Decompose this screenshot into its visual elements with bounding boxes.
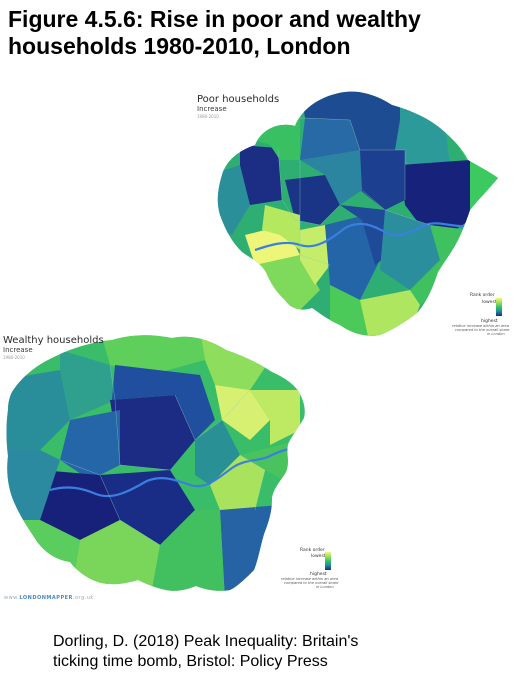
wealthy-river-thames xyxy=(49,444,305,498)
poor-borough-northeast xyxy=(395,100,450,165)
poor-legend-note-1: relative increase within an area xyxy=(452,324,509,328)
poor-borough-far-south xyxy=(360,290,420,336)
wealthy-households-map: Wealthy households Increase 1980-2010 Ra… xyxy=(3,335,339,601)
poor-legend-rank-label: Rank order xyxy=(470,292,495,298)
poor-borough-north xyxy=(300,91,400,150)
figure-title-line-1: Figure 4.5.6: Rise in poor and wealthy xyxy=(8,6,421,32)
wealthy-legend-highest-label: highest xyxy=(310,571,327,577)
wealthy-borough-northeast-yellow xyxy=(215,385,270,440)
poor-borough-east-dark xyxy=(400,160,470,230)
brand-name: LONDONMAPPER xyxy=(19,595,72,601)
wealthy-borough-southwest-teal xyxy=(6,450,60,520)
wealthy-borough-west-teal xyxy=(6,370,70,450)
wealthy-legend-lowest-label: lowest xyxy=(311,553,326,559)
figure-title-line-2: households 1980-2010, London xyxy=(8,33,351,59)
poor-map-subtitle: Increase xyxy=(197,105,227,113)
citation-line-1: Dorling, D. (2018) Peak Inequality: Brit… xyxy=(53,633,359,650)
brand-prefix: www. xyxy=(4,595,19,601)
wealthy-borough-borders xyxy=(59,364,266,546)
poor-households-map: Poor households Increase 1980-2010 Rank … xyxy=(197,91,510,336)
citation: Dorling, D. (2018) Peak Inequality: Brit… xyxy=(53,632,358,672)
poor-borough-central xyxy=(285,175,340,225)
poor-borough-southeast-green xyxy=(410,225,470,305)
wealthy-borough-central-navy xyxy=(110,395,195,470)
wealthy-borough-west-blue xyxy=(60,410,120,480)
wealthy-borough-far-southeast-blue xyxy=(220,505,280,591)
poor-borough-south-mid xyxy=(340,205,395,265)
poor-legend-note-2: compared to the overall share xyxy=(455,328,510,332)
poor-legend-highest-label: highest xyxy=(481,318,498,324)
wealthy-borough-east-light xyxy=(250,390,300,445)
poor-map-title: Poor households xyxy=(197,94,279,105)
poor-borough-west-dark xyxy=(240,145,282,205)
figure-title: Figure 4.5.6: Rise in poor and wealthy h… xyxy=(8,6,523,60)
poor-borough-southeast-teal xyxy=(380,210,440,290)
wealthy-map-years: 1980-2010 xyxy=(3,355,25,360)
poor-borough-south-yellowgreen xyxy=(300,225,330,285)
citation-line-2: ticking time bomb, Bristol: Policy Press xyxy=(53,653,328,670)
wealthy-map-legend: Rank order lowest highest relative incre… xyxy=(281,547,339,589)
wealthy-borough-northwest-teal xyxy=(60,350,115,420)
wealthy-borough-north-green xyxy=(100,335,205,375)
poor-legend-scale xyxy=(496,298,502,316)
wealthy-map-subtitle: Increase xyxy=(3,346,33,354)
wealthy-legend-note-1: relative increase within an area xyxy=(281,577,338,581)
poor-borough-east-mid xyxy=(360,150,405,210)
poor-legend-lowest-label: lowest xyxy=(482,299,497,305)
poor-borough-borders xyxy=(277,117,431,266)
wealthy-borough-center-teal xyxy=(195,420,240,485)
wealthy-legend-scale xyxy=(325,552,331,570)
wealthy-legend-note-2: compared to the overall share xyxy=(284,581,339,585)
londonmapper-brand: www.LONDONMAPPER.org.uk xyxy=(4,595,94,601)
wealthy-legend-rank-label: Rank order xyxy=(300,547,325,553)
wealthy-borough-south-navy xyxy=(100,470,195,545)
brand-suffix: .org.uk xyxy=(73,595,94,601)
poor-borough-west-lightgreen xyxy=(262,205,300,250)
wealthy-map-title: Wealthy households xyxy=(3,335,104,346)
poor-legend-note-3: in London xyxy=(487,332,505,336)
wealthy-borough-southeast-light xyxy=(210,455,265,510)
poor-borough-south-blue xyxy=(325,215,380,300)
poor-map-years: 1980-2010 xyxy=(197,114,219,119)
wealthy-borough-central-blue xyxy=(112,365,215,440)
wealthy-legend-note-3: in London xyxy=(316,585,334,589)
poor-map-legend: Rank order lowest highest relative incre… xyxy=(452,292,510,336)
poor-borough-central-teal xyxy=(300,150,362,205)
wealthy-borough-south-green xyxy=(150,510,225,591)
